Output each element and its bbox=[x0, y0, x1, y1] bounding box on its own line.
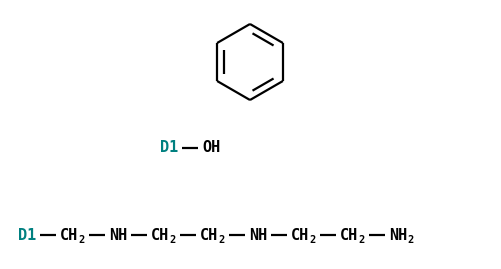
Text: 2: 2 bbox=[78, 235, 84, 245]
Text: D1: D1 bbox=[18, 228, 36, 242]
Text: CH: CH bbox=[291, 228, 309, 242]
Text: 2: 2 bbox=[218, 235, 224, 245]
Text: NH: NH bbox=[249, 228, 267, 242]
Text: 2: 2 bbox=[407, 235, 413, 245]
Text: 2: 2 bbox=[309, 235, 315, 245]
Text: CH: CH bbox=[60, 228, 78, 242]
Text: CH: CH bbox=[340, 228, 358, 242]
Text: D1: D1 bbox=[160, 140, 178, 155]
Text: NH: NH bbox=[109, 228, 127, 242]
Text: 2: 2 bbox=[358, 235, 364, 245]
Text: CH: CH bbox=[151, 228, 169, 242]
Text: CH: CH bbox=[200, 228, 218, 242]
Text: NH: NH bbox=[389, 228, 407, 242]
Text: 2: 2 bbox=[169, 235, 175, 245]
Text: OH: OH bbox=[202, 140, 220, 155]
